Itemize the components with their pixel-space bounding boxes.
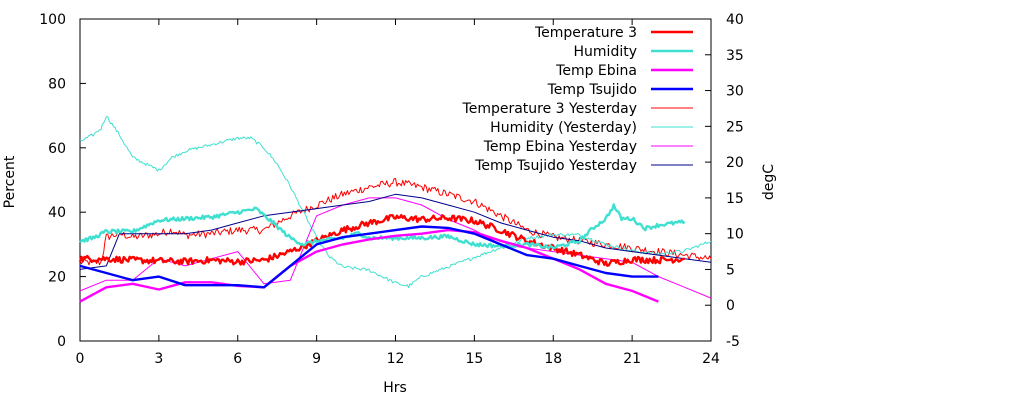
x-tick-label: 18 (544, 351, 562, 367)
y-tick-label: 80 (48, 76, 66, 92)
y2-tick-label: 15 (726, 191, 744, 207)
x-tick-label: 6 (233, 351, 242, 367)
x-axis-label: Hrs (383, 380, 407, 396)
y2-tick-label: 40 (726, 12, 744, 28)
series-line-temperature-3 (78, 213, 685, 267)
y-tick-label: 60 (48, 141, 66, 157)
legend-label: Temperature 3 (534, 25, 637, 41)
legend-label: Temp Tsujido Yesterday (474, 158, 637, 174)
x-tick-label: 3 (154, 351, 163, 367)
y-tick-label: 100 (39, 12, 66, 28)
y2-tick-label: -5 (726, 334, 740, 350)
y2-tick-label: 35 (726, 48, 744, 64)
y2-axis-label: degC (761, 164, 777, 200)
series-layer (78, 116, 712, 303)
y-tick-label: 20 (48, 270, 66, 286)
series-line-temp-tsujido-yesterday (79, 193, 712, 270)
x-tick-label: 12 (387, 351, 405, 367)
y2-tick-label: 5 (726, 262, 735, 278)
legend-label: Temp Tsujido (547, 82, 637, 98)
y2-tick-label: 30 (726, 84, 744, 100)
legend-label: Humidity (Yesterday) (490, 120, 637, 136)
x-tick-label: 0 (76, 351, 85, 367)
series-line-temperature-3-yesterday (79, 177, 712, 266)
y2-tick-label: 25 (726, 119, 744, 135)
y2-tick-label: 20 (726, 155, 744, 171)
x-tick-label: 21 (623, 351, 641, 367)
legend-label: Temp Ebina (555, 63, 637, 79)
x-tick-label: 15 (465, 351, 483, 367)
y2-tick-label: 10 (726, 227, 744, 243)
y-tick-label: 40 (48, 205, 66, 221)
legend-label: Temperature 3 Yesterday (462, 101, 637, 117)
legend: Temperature 3 Humidity Temp Ebina Temp Tsuj… (462, 25, 693, 174)
series-line-temp-tsujido (79, 225, 659, 289)
legend-label: Temp Ebina Yesterday (483, 139, 637, 155)
legend-label: Humidity (574, 44, 637, 60)
x-tick-label: 24 (702, 351, 720, 367)
y-axis-label: Percent (2, 155, 18, 208)
x-tick-label: 9 (312, 351, 321, 367)
axis-ticks: 0 3 6 9 12 15 18 21 24 0 20 40 60 80 100 -5 0 5 10 15 20 25 30… (39, 12, 744, 367)
y-tick-label: 0 (57, 334, 66, 350)
series-line-humidity-yesterday (79, 116, 712, 288)
y2-tick-label: 0 (726, 298, 735, 314)
series-line-temp-ebina-yesterday (79, 197, 712, 299)
